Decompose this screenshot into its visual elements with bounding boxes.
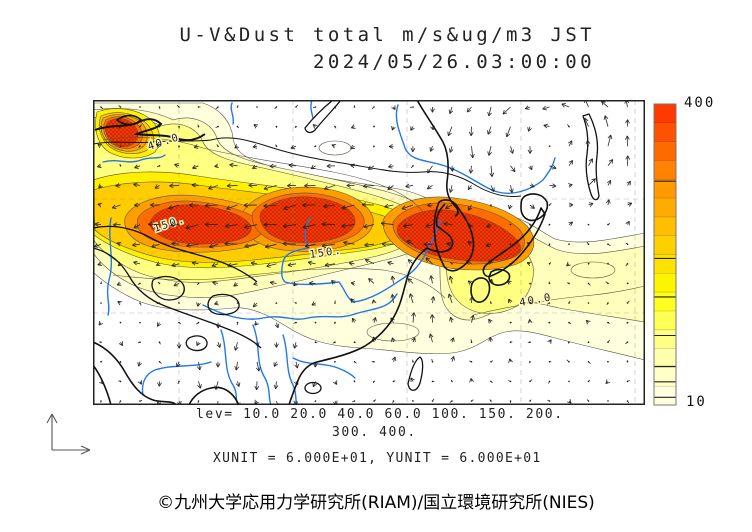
x-axis-arrow — [52, 445, 91, 455]
title-datetime-line: 2024/05/26.03:00:00 — [313, 51, 595, 73]
coastline-paths — [92, 99, 600, 406]
wind-arrows — [93, 98, 633, 408]
contour-levels-caption-line1: lev= 10.0 20.0 40.0 60.0 100. 150. 200. — [196, 407, 564, 422]
contour-levels-caption-line2: 300. 400. — [332, 425, 417, 440]
figure-title: U-V&Dust total m/s&ug/m3 JST 2024/05/26.… — [180, 22, 596, 76]
colorbar — [653, 103, 678, 406]
colorbar-min-label: 10 — [686, 394, 707, 410]
colorbar-scale — [653, 103, 677, 406]
map-panel: 40.0 150. 150. 40.0 — [92, 98, 646, 408]
y-axis-arrow — [46, 413, 58, 450]
units-caption: XUNIT = 6.000E+01, YUNIT = 6.000E+01 — [213, 451, 542, 466]
axes-indicator — [46, 413, 91, 455]
map-frame — [93, 100, 645, 405]
copyright-line: ©九州大学応用力学研究所(RIAM)/国立環境研究所(NIES) — [157, 493, 595, 513]
colorbar-max-label: 400 — [684, 95, 716, 111]
title-variable-line: U-V&Dust total m/s&ug/m3 JST — [179, 24, 595, 46]
